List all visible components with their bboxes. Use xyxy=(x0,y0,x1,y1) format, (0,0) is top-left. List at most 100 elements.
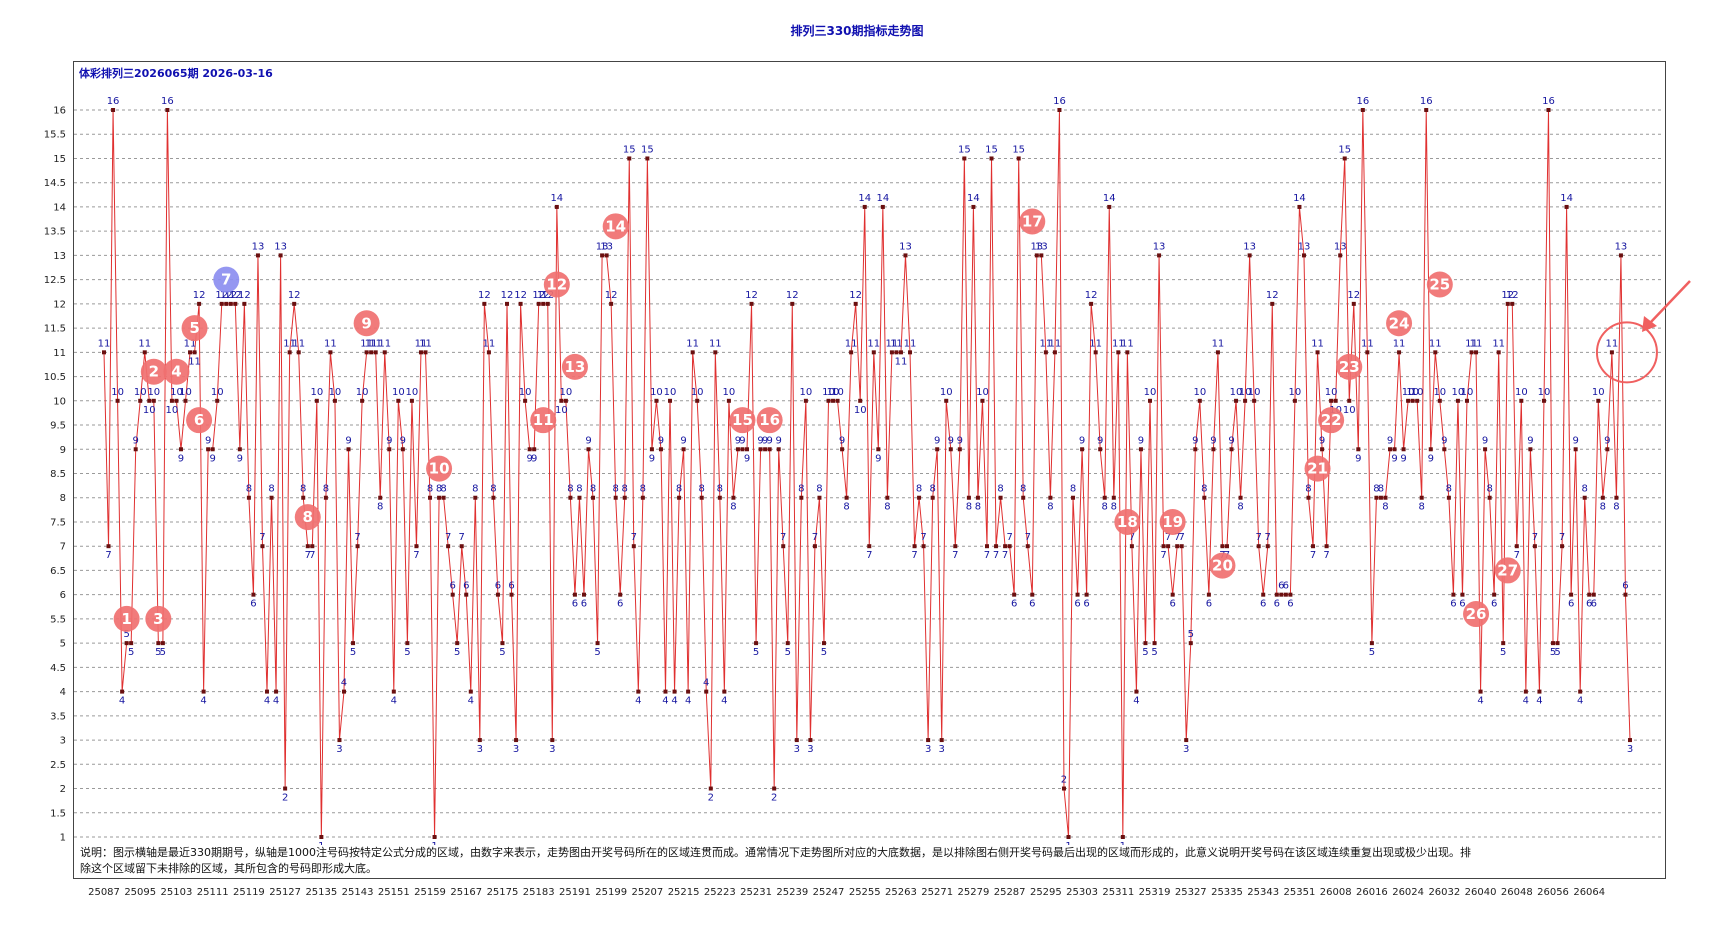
data-label: 8 xyxy=(472,484,478,495)
data-label: 10 xyxy=(1452,387,1465,398)
x-tick-label: 25135 xyxy=(305,887,337,898)
y-tick-label: 15.5 xyxy=(44,130,66,141)
marker-badge xyxy=(543,271,570,298)
data-point xyxy=(1111,495,1116,500)
data-point xyxy=(514,738,519,743)
x-tick-label: 25327 xyxy=(1175,887,1207,898)
data-point xyxy=(1166,544,1171,549)
data-label: 6 xyxy=(495,581,501,592)
data-point xyxy=(183,398,188,403)
annotation-layer xyxy=(1595,280,1691,384)
data-label: 4 xyxy=(721,696,727,707)
data-point xyxy=(310,544,315,549)
data-label: 10 xyxy=(166,405,179,416)
data-point xyxy=(360,398,365,403)
marker-label: 22 xyxy=(1321,411,1342,429)
data-label: 12 xyxy=(193,290,206,301)
data-label: 4 xyxy=(1133,696,1139,707)
data-label: 10 xyxy=(1343,405,1356,416)
x-tick-label: 26056 xyxy=(1537,887,1569,898)
data-label: 8 xyxy=(268,484,274,495)
data-label: 10 xyxy=(134,387,147,398)
data-label: 15 xyxy=(958,144,971,155)
data-label: 9 xyxy=(1387,435,1393,446)
data-point xyxy=(138,398,143,403)
data-label: 11 xyxy=(360,338,373,349)
data-label: 10 xyxy=(691,387,704,398)
data-label: 4 xyxy=(341,678,347,689)
y-tick-label: 4 xyxy=(60,687,66,698)
data-label: 8 xyxy=(440,484,446,495)
data-label: 13 xyxy=(1153,241,1166,252)
data-label: 10 xyxy=(143,405,156,416)
data-point xyxy=(1523,689,1528,694)
y-tick-label: 9 xyxy=(60,445,66,456)
data-label: 7 xyxy=(105,550,111,561)
data-label: 11 xyxy=(1112,338,1125,349)
data-point xyxy=(581,592,586,597)
data-label: 5 xyxy=(160,647,166,658)
data-label: 5 xyxy=(594,647,600,658)
y-tick-label: 5.5 xyxy=(50,614,66,625)
data-point xyxy=(133,447,138,452)
data-point xyxy=(554,204,559,209)
data-point xyxy=(541,301,546,306)
data-label: 11 xyxy=(1039,338,1052,349)
data-point xyxy=(817,495,822,500)
data-label: 12 xyxy=(1266,290,1279,301)
data-label: 5 xyxy=(1550,647,1556,658)
data-point xyxy=(446,544,451,549)
data-point xyxy=(532,447,537,452)
data-point xyxy=(1012,592,1017,597)
data-point xyxy=(790,301,795,306)
data-label: 8 xyxy=(640,484,646,495)
data-label: 3 xyxy=(1627,744,1633,755)
data-point xyxy=(1265,544,1270,549)
x-tick-label: 25343 xyxy=(1247,887,1279,898)
data-label: 2 xyxy=(708,793,714,804)
y-tick-label: 13 xyxy=(53,251,66,262)
data-label: 12 xyxy=(229,290,242,301)
data-point xyxy=(1297,204,1302,209)
data-point xyxy=(1478,689,1483,694)
data-label: 11 xyxy=(98,338,111,349)
x-tick-label: 25279 xyxy=(958,887,990,898)
data-point xyxy=(749,301,754,306)
data-label: 9 xyxy=(1572,435,1578,446)
marker-label: 7 xyxy=(221,271,231,289)
data-point xyxy=(717,495,722,500)
data-label: 4 xyxy=(1523,696,1529,707)
y-tick-label: 5 xyxy=(60,639,66,650)
data-label: 11 xyxy=(904,338,917,349)
data-label: 10 xyxy=(1239,387,1252,398)
data-label: 10 xyxy=(1461,387,1474,398)
data-label: 9 xyxy=(957,435,963,446)
y-tick-label: 8 xyxy=(60,493,66,504)
data-label: 13 xyxy=(1615,241,1628,252)
data-point xyxy=(1514,544,1519,549)
data-point xyxy=(188,350,193,355)
data-label: 6 xyxy=(1568,599,1574,610)
data-label: 5 xyxy=(155,647,161,658)
data-point xyxy=(197,301,202,306)
data-label: 5 xyxy=(123,629,129,640)
data-label: 8 xyxy=(1382,502,1388,513)
data-label: 7 xyxy=(1006,532,1012,543)
data-label: 6 xyxy=(1278,581,1284,592)
data-label: 10 xyxy=(111,387,124,398)
data-label: 7 xyxy=(309,550,315,561)
x-tick-label: 25231 xyxy=(740,887,772,898)
data-label: 11 xyxy=(867,338,880,349)
x-tick-label: 26048 xyxy=(1501,887,1533,898)
data-label: 12 xyxy=(537,290,550,301)
data-label: 11 xyxy=(1606,338,1619,349)
y-tick-label: 15 xyxy=(53,154,66,165)
data-label: 5 xyxy=(350,647,356,658)
data-point xyxy=(301,495,306,500)
data-point xyxy=(785,641,790,646)
marker-label: 25 xyxy=(1429,275,1450,293)
data-point xyxy=(618,592,623,597)
data-point xyxy=(1283,592,1288,597)
marker-label: 11 xyxy=(533,411,554,429)
x-tick-label: 25311 xyxy=(1102,887,1134,898)
